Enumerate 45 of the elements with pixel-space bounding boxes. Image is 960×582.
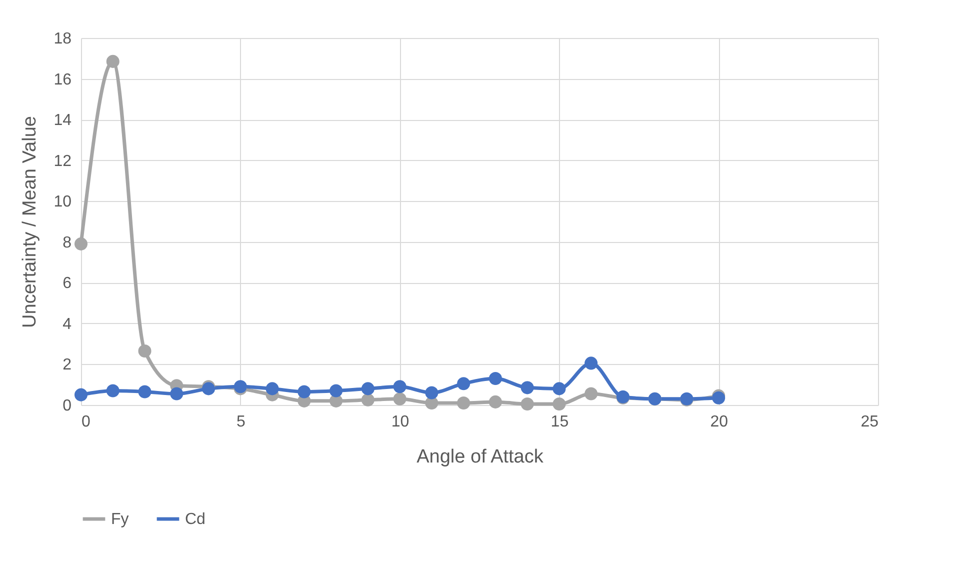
x-tick-label: 5 bbox=[236, 414, 246, 430]
point bbox=[138, 344, 152, 358]
point bbox=[488, 395, 502, 408]
point bbox=[584, 387, 598, 400]
y-tick-label: 0 bbox=[62, 398, 72, 414]
legend-label: Fy bbox=[111, 511, 129, 528]
point bbox=[361, 393, 374, 406]
y-tick-label: 10 bbox=[54, 194, 72, 211]
point bbox=[361, 382, 374, 396]
point bbox=[298, 385, 311, 398]
point bbox=[584, 356, 598, 370]
point bbox=[520, 397, 534, 410]
point bbox=[266, 382, 279, 396]
point bbox=[330, 384, 343, 398]
point bbox=[552, 397, 566, 410]
y-tick-label: 12 bbox=[54, 152, 72, 170]
y-tick-label: 6 bbox=[62, 275, 72, 292]
point bbox=[425, 386, 438, 400]
y-tick-label: 16 bbox=[54, 71, 72, 88]
point bbox=[106, 54, 120, 68]
point bbox=[488, 372, 502, 385]
point bbox=[393, 380, 406, 394]
point bbox=[106, 384, 120, 398]
x-tick-label: 0 bbox=[82, 414, 90, 430]
legend-label: Cd bbox=[185, 511, 206, 528]
point bbox=[520, 381, 534, 394]
y-tick-label: 4 bbox=[62, 316, 72, 333]
y-tick-label: 18 bbox=[54, 30, 72, 48]
x-axis-title: Angle of Attack bbox=[416, 446, 544, 468]
y-tick-label: 8 bbox=[62, 234, 72, 252]
point bbox=[170, 387, 184, 400]
x-tick-label: 25 bbox=[860, 414, 879, 430]
point bbox=[457, 377, 470, 390]
point bbox=[552, 382, 566, 396]
x-tick-label: 10 bbox=[391, 414, 410, 430]
y-axis-title: Uncertainty / Mean Value bbox=[20, 116, 41, 328]
y-tick-label: 14 bbox=[54, 112, 72, 130]
point bbox=[393, 392, 406, 406]
x-tick-label: 15 bbox=[550, 414, 569, 430]
point bbox=[74, 237, 88, 250]
point bbox=[138, 385, 152, 398]
point bbox=[74, 388, 88, 402]
x-tick-label: 20 bbox=[710, 414, 728, 430]
y-tick-label: 2 bbox=[62, 356, 72, 374]
point bbox=[457, 396, 470, 410]
